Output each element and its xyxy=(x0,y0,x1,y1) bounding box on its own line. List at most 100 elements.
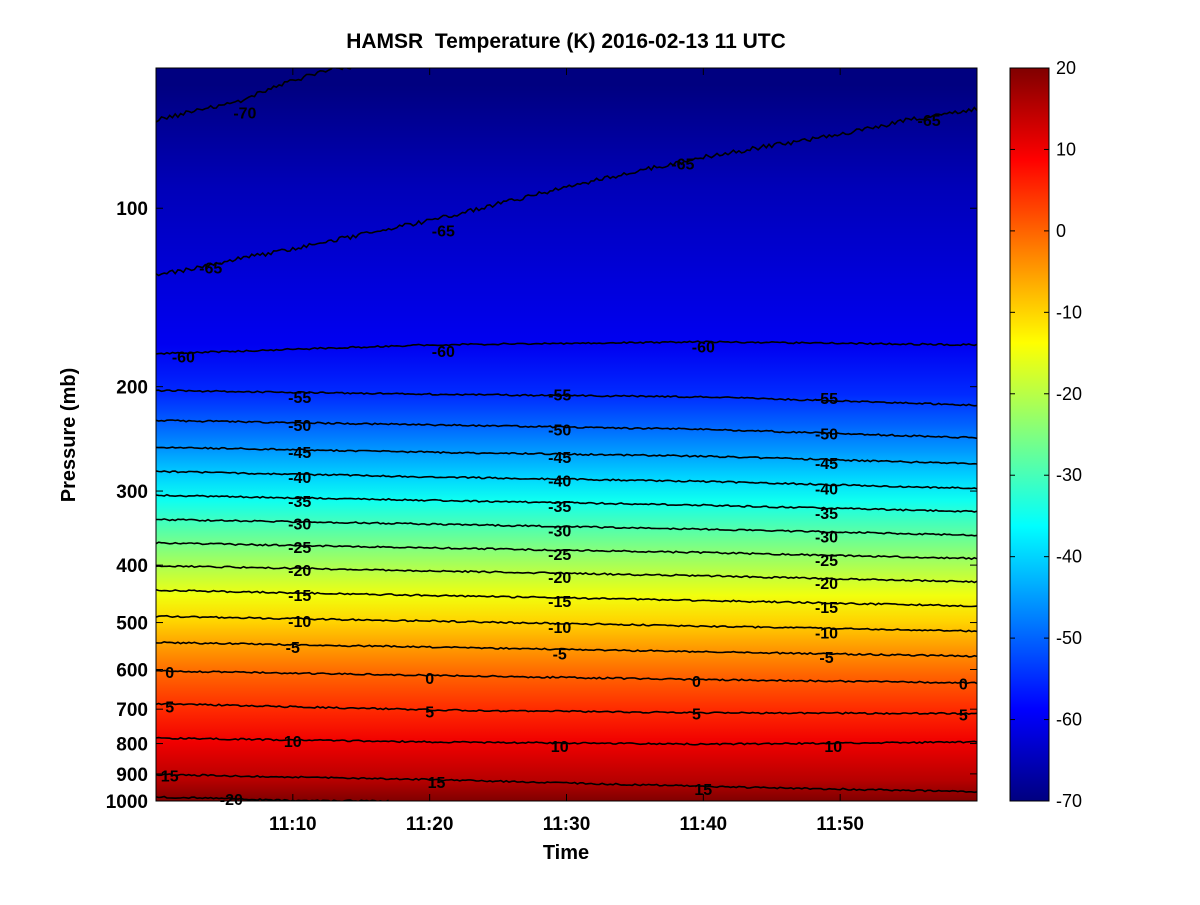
y-tick-label: 400 xyxy=(116,556,148,577)
contour-line xyxy=(156,614,977,633)
contour-label: 5 xyxy=(692,707,701,724)
contour-label: -15 xyxy=(288,588,311,605)
colorbar-fill xyxy=(1009,67,1050,802)
contour-line xyxy=(156,493,977,513)
contour-label: -40 xyxy=(288,470,311,487)
contour-label: -20 xyxy=(288,563,311,580)
contour-label: 0 xyxy=(959,677,968,694)
contour-label: -35 xyxy=(288,494,311,511)
contour-label: -65 xyxy=(671,156,694,173)
contour-label: -60 xyxy=(172,350,195,367)
contour-label: -45 xyxy=(815,456,838,473)
contour-label: -60 xyxy=(432,344,455,361)
colorbar-ticks: 20 10 0 -10 -20 -30 -40 -50 -60 -70 xyxy=(1010,58,1082,811)
contour-label: -50 xyxy=(548,422,571,439)
x-tick-label: 11:50 xyxy=(816,814,864,835)
contour-label: 10 xyxy=(284,734,302,751)
x-tick-label: 11:30 xyxy=(543,814,591,835)
contour-label: -25 xyxy=(815,553,838,570)
contour-label: -50 xyxy=(288,418,311,435)
contour-label: -45 xyxy=(288,445,311,462)
contour-label: -25 xyxy=(288,540,311,557)
contour-label: -55 xyxy=(548,387,571,404)
colorbar-tick-label: -70 xyxy=(1056,791,1082,811)
contour-label: -15 xyxy=(815,600,838,617)
contour-line xyxy=(156,588,977,608)
contour-labels: -70-65-65-65-65-60 -60 -60-55 -55 -55-50 -50-… xyxy=(161,106,968,810)
contour-label: 5 xyxy=(959,708,968,725)
contour-line xyxy=(156,446,977,465)
plot-area: -70-65-65-65-65-60 -60 -60-55 -55 -55-50 -50-… xyxy=(106,67,978,835)
contour-line xyxy=(156,669,977,685)
contour-label: 5 xyxy=(165,700,174,717)
contour-line xyxy=(156,389,977,407)
contour-line xyxy=(156,795,389,801)
contour-line xyxy=(156,419,977,440)
contour-line xyxy=(156,541,977,561)
x-tick-label: 11:20 xyxy=(406,814,454,835)
colorbar: 20 10 0 -10 -20 -30 -40 -50 -60 -70 xyxy=(1009,58,1082,811)
y-tick-label: 900 xyxy=(116,765,148,786)
contour-line xyxy=(156,773,977,794)
contour-label: -50 xyxy=(815,427,838,444)
chart-title: HAMSR Temperature (K) 2016-02-13 11 UTC xyxy=(346,30,786,53)
y-tick-label: 800 xyxy=(116,735,148,756)
y-tick-label: 1000 xyxy=(106,792,148,813)
colorbar-tick-label: 20 xyxy=(1056,58,1076,78)
contour-label: -10 xyxy=(815,626,838,643)
y-tick-label: 700 xyxy=(116,700,148,721)
contour-label: 15 xyxy=(694,782,712,799)
contour-label: -60 xyxy=(692,339,715,356)
contour-label: -10 xyxy=(288,614,311,631)
contour-lines xyxy=(156,68,977,801)
contour-line xyxy=(156,106,977,277)
contour-label: 0 xyxy=(165,665,174,682)
contour-label: -20 xyxy=(548,570,571,587)
contour-label: -35 xyxy=(548,499,571,516)
y-tick-label: 300 xyxy=(116,482,148,503)
contour-line xyxy=(156,470,977,490)
contour-line xyxy=(156,640,977,658)
contour-label: -30 xyxy=(548,524,571,541)
colorbar-tick-label: -30 xyxy=(1056,465,1082,485)
contour-label: -20 xyxy=(815,576,838,593)
y-tick-label: 100 xyxy=(116,199,148,220)
colorbar-tick-label: -50 xyxy=(1056,628,1082,648)
contour-line xyxy=(156,702,977,716)
contour-label: -35 xyxy=(815,506,838,523)
contour-label: 10 xyxy=(551,739,569,756)
contour-label: -5 xyxy=(553,647,567,664)
contour-label: -65 xyxy=(199,261,222,278)
contour-label: -45 xyxy=(548,450,571,467)
contour-label: -5 xyxy=(819,650,833,667)
contour-label: -65 xyxy=(432,223,455,240)
x-tick-label: 11:40 xyxy=(680,814,728,835)
contour-label: -65 xyxy=(918,113,941,130)
contour-label: -55 xyxy=(288,390,311,407)
contour-label: -40 xyxy=(815,482,838,499)
contour-line xyxy=(156,518,977,537)
contour-label: 15 xyxy=(428,775,446,792)
temperature-field xyxy=(156,68,977,801)
contour-label: -40 xyxy=(548,474,571,491)
contour-label: 10 xyxy=(824,739,842,756)
contour-label: 0 xyxy=(425,671,434,688)
contour-label: -30 xyxy=(815,530,838,547)
y-axis-label: Pressure (mb) xyxy=(58,368,80,503)
x-tick-label: 11:10 xyxy=(269,814,317,835)
contour-line xyxy=(156,340,977,355)
contour-label: 0 xyxy=(692,674,701,691)
contour-line xyxy=(156,736,977,746)
y-tick-label: 500 xyxy=(116,614,148,635)
contour-label: -10 xyxy=(548,620,571,637)
contour-label: -30 xyxy=(288,516,311,533)
contour-label: 5 xyxy=(425,705,434,722)
colorbar-tick-label: -60 xyxy=(1056,710,1082,730)
contour-line xyxy=(156,68,359,123)
colorbar-tick-label: -40 xyxy=(1056,547,1082,567)
contour-label: 15 xyxy=(161,768,179,785)
y-tick-label: 600 xyxy=(116,661,148,682)
